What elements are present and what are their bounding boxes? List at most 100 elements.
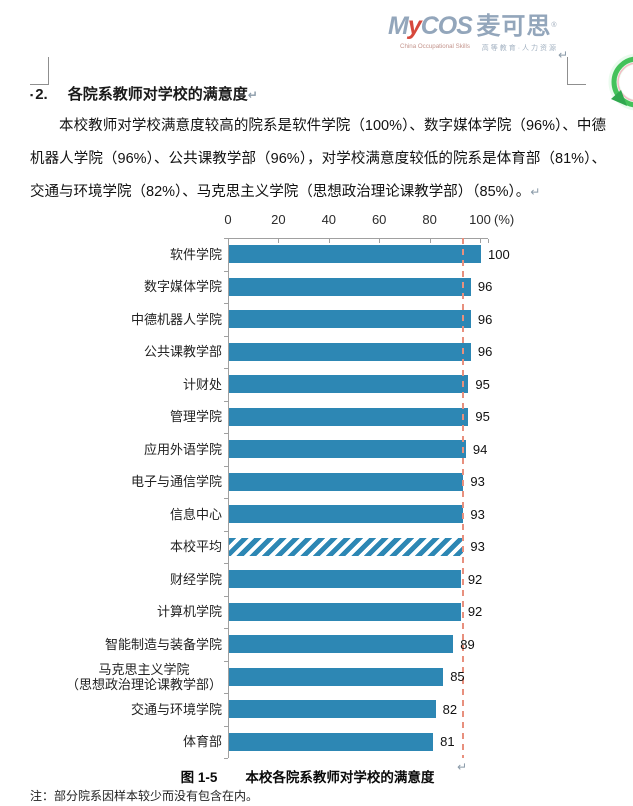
axis-line-left — [228, 238, 229, 758]
category-label: 数字媒体学院 — [143, 279, 222, 295]
axis-tick — [228, 239, 229, 243]
value-label: 96 — [477, 344, 493, 360]
axis-tick — [379, 239, 381, 243]
figure-label: 图 1-5 — [180, 770, 218, 785]
axis-tick — [429, 239, 431, 243]
category-label: 软件学院 — [169, 246, 222, 262]
pilcrow-mark: ↵ — [247, 88, 258, 102]
value-label: 93 — [470, 474, 485, 490]
average-reference-line — [462, 238, 465, 758]
category-tick — [224, 335, 228, 337]
value-label: 89 — [460, 636, 475, 652]
category-tick — [224, 400, 228, 402]
axis-tick-label: 20 — [271, 212, 286, 227]
bar — [229, 342, 471, 361]
value-label: 95 — [475, 376, 490, 392]
value-label: 96 — [477, 279, 493, 295]
mycos-logo: MyCOS 麦可思® China Occupational Skills 高等教… — [388, 13, 573, 57]
bar — [229, 472, 464, 491]
margin-corner-mark-left — [30, 57, 49, 85]
category-tick — [224, 660, 228, 662]
bar — [229, 505, 464, 524]
category-tick — [224, 433, 228, 434]
category-tick — [224, 530, 228, 532]
logo-tagline-en: China Occupational Skills — [400, 43, 471, 50]
bar — [229, 310, 471, 329]
body-paragraph: 本校教师对学校满意度较高的院系是软件学院（100%）、数字媒体学院（96%）、中… — [30, 118, 606, 200]
footnote: 注：部分院系因样本较少而没有包含在内。 — [30, 789, 259, 803]
value-label: 93 — [470, 539, 485, 555]
bar — [229, 407, 469, 426]
category-tick — [224, 498, 228, 499]
axis-tick — [278, 239, 280, 243]
category-tick — [224, 563, 228, 564]
category-tick — [224, 725, 228, 727]
category-tick — [224, 270, 228, 272]
category-label: 电子与通信学院 — [130, 474, 222, 490]
category-tick — [224, 238, 228, 239]
pilcrow-mark: ↵ — [558, 48, 569, 62]
margin-corner-mark-right — [567, 57, 586, 85]
value-label: 100 — [488, 246, 510, 262]
value-label: 93 — [470, 506, 485, 522]
logo-tagline-cn: 高等教育·人力资源 — [481, 45, 559, 52]
axis-tick-label: 40 — [321, 212, 337, 227]
bar — [229, 570, 461, 589]
category-label: 应用外语学院 — [143, 441, 222, 457]
axis-tick-label: 60 — [371, 212, 387, 227]
bar — [229, 440, 466, 459]
bar — [229, 375, 469, 394]
pilcrow-mark: ↵ — [530, 185, 541, 199]
value-label: 95 — [475, 409, 490, 425]
category-tick — [224, 693, 228, 694]
bar — [229, 732, 434, 751]
bar — [229, 635, 454, 654]
heading-bullet: ▪ — [30, 90, 34, 100]
figure-title: 本校各院系教师对学校的满意度 — [245, 770, 435, 785]
category-label: 信息中心 — [169, 506, 222, 522]
average-bar — [229, 537, 464, 556]
section-heading: ▪ 2. 各院系教师对学校的满意度↵ — [30, 83, 258, 104]
axis-tick — [328, 239, 330, 243]
value-label: 85 — [450, 669, 465, 685]
bar — [229, 277, 471, 296]
category-label: 财经学院 — [169, 571, 222, 587]
logo-wordmark: MyCOS 麦可思® — [388, 12, 557, 40]
refresh-icon[interactable] — [597, 50, 633, 122]
axis-tick-label: 100 — [469, 212, 491, 227]
value-label: 96 — [477, 311, 493, 327]
value-label: 94 — [472, 441, 488, 457]
category-tick — [224, 303, 228, 304]
category-label: 中德机器人学院 — [130, 311, 222, 327]
category-label: 智能制造与装备学院 — [104, 636, 222, 652]
category-label: 计财处 — [182, 376, 222, 392]
category-label: 公共课教学部 — [143, 344, 222, 360]
category-label: 计算机学院 — [156, 604, 222, 620]
value-label: 82 — [442, 701, 458, 717]
category-tick — [224, 628, 228, 629]
category-tick — [224, 465, 228, 467]
category-tick — [224, 595, 228, 597]
category-label: 本校平均 — [169, 539, 222, 555]
bar — [229, 245, 481, 264]
value-label: 92 — [467, 604, 483, 620]
pilcrow-mark: ↵ — [457, 760, 468, 774]
category-label: 管理学院 — [169, 409, 222, 425]
value-label: 81 — [440, 734, 455, 750]
axis-tick-label: 0 — [224, 212, 232, 227]
category-label: 交通与环境学院 — [130, 701, 222, 717]
axis-tick-label: 80 — [422, 212, 437, 227]
category-label: 体育部 — [182, 734, 222, 750]
value-label: 92 — [467, 571, 483, 587]
trademark-mark: ® — [551, 22, 557, 29]
figure-caption: 图 1-5 本校各院系教师对学校的满意度 — [0, 766, 615, 786]
axis-unit-label: (%) — [494, 212, 515, 227]
category-label: 马克思主义学院 （思想政治理论课教学部） — [65, 661, 222, 692]
axis-line-top — [228, 238, 488, 239]
bar — [229, 667, 444, 686]
axis-tick — [488, 239, 489, 243]
satisfaction-bar-chart: 0 20 40 60 80 100 (%) 软件学院 100 数字媒体学院 96 中德机器人学院 96 公… — [0, 210, 633, 762]
axis-tick — [480, 239, 481, 243]
heading-number: 2. — [35, 86, 48, 103]
